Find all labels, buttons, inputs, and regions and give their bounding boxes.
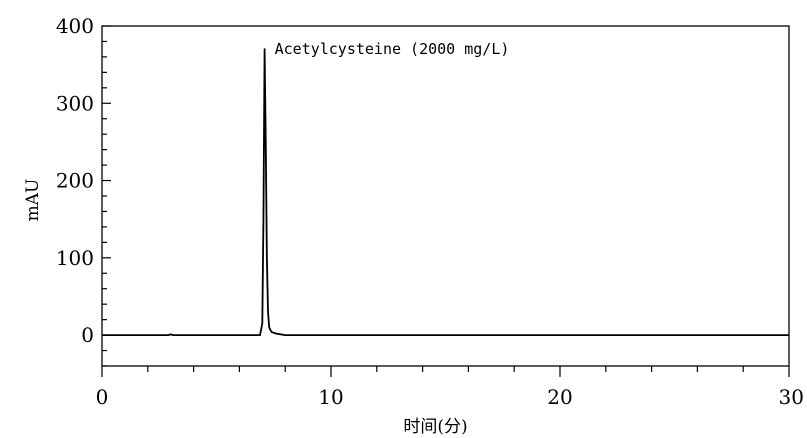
x-tick-label: 20 [547, 385, 572, 409]
series-line [102, 48, 789, 336]
x-tick-label: 10 [318, 385, 343, 409]
y-tick-label: 0 [81, 323, 94, 347]
y-axis-title: mAU [23, 179, 43, 222]
peak-annotation: Acetylcysteine (2000 mg/L) [275, 40, 510, 58]
x-tick-label: 0 [96, 385, 109, 409]
x-axis-title: 时间(分) [403, 417, 467, 437]
y-tick-label: 400 [56, 14, 94, 38]
y-tick-label: 300 [56, 91, 94, 115]
plot-frame [101, 25, 790, 367]
y-tick-label: 100 [56, 246, 94, 270]
y-tick-label: 200 [56, 169, 94, 193]
x-tick-label: 30 [779, 385, 804, 409]
